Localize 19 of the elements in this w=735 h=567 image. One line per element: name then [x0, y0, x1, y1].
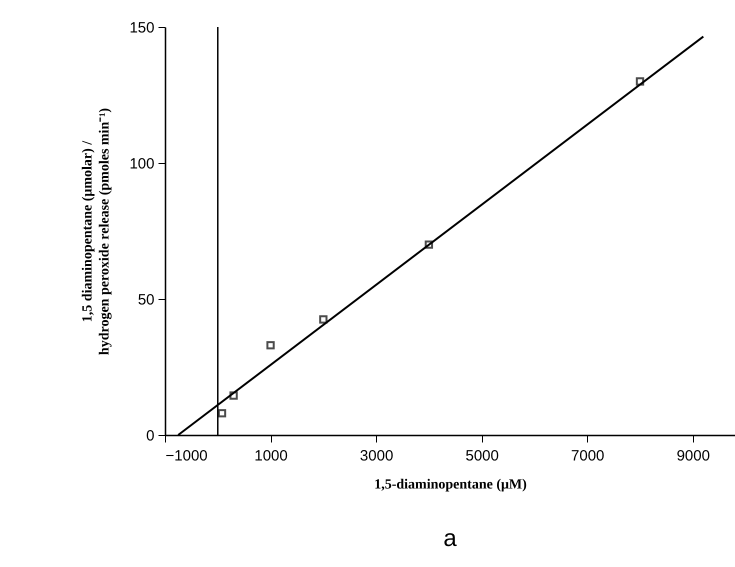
x-tick-label: 5000 — [465, 448, 499, 464]
y-tick-label: 150 — [129, 20, 154, 36]
y-tick-label: 100 — [129, 156, 154, 172]
x-tick-label: 7000 — [571, 448, 604, 464]
x-axis-title: 1,5-diaminopentane (μM) — [374, 478, 528, 492]
point — [319, 315, 328, 324]
x-tick-label: −1000 — [166, 448, 208, 464]
text: a — [443, 525, 458, 552]
x-tick-label: 9000 — [676, 448, 710, 464]
point — [424, 240, 434, 249]
point — [218, 409, 226, 418]
y-tick-label: 50 — [138, 292, 154, 308]
x-tick-label: 3000 — [360, 448, 394, 464]
x-tick-label: 1000 — [254, 448, 288, 464]
point — [229, 391, 238, 400]
point — [636, 77, 644, 86]
y-axis-title: 1,5 diaminopentane (μmolar) / hydrogen peroxide release (pmoles min⁻¹) — [80, 108, 112, 356]
y-tick-label: 0 — [146, 428, 154, 444]
point — [266, 341, 275, 350]
